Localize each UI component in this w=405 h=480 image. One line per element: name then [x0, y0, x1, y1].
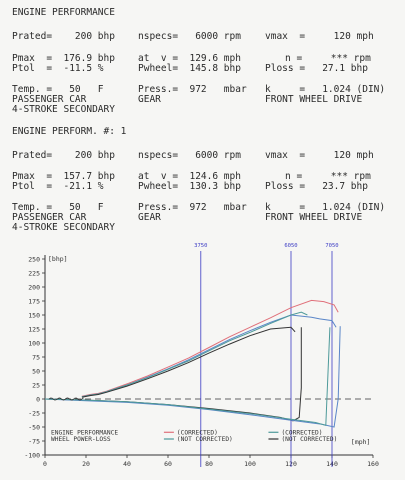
- report2-drive: FRONT WHEEL DRIVE: [265, 212, 363, 223]
- report2-ptol: Ptol = -21.1 %: [12, 181, 104, 192]
- rpm-marker-label: 7050: [325, 243, 338, 249]
- y-tick-label: -100: [24, 452, 40, 460]
- startup-ripple: [48, 397, 84, 401]
- report1-k: k = 1.024 (DIN): [265, 84, 386, 95]
- report2-car: PASSENGER CAR: [12, 212, 87, 223]
- x-tick-label: 80: [205, 460, 213, 468]
- report2-vmax: vmax = 120 mph: [265, 150, 374, 161]
- x-tick-label: 20: [82, 460, 90, 468]
- legend-label-corrected-2: (CORRECTED): [281, 429, 322, 436]
- report1-vmax: vmax = 120 mph: [265, 31, 374, 42]
- report1-drive: FRONT WHEEL DRIVE: [265, 94, 363, 105]
- report2-ploss: Ploss = 23.7 bhp: [265, 181, 368, 192]
- x-axis-label: [mph]: [351, 438, 371, 446]
- legend-label-not-corrected-2: (NOT CORRECTED): [281, 436, 337, 443]
- y-tick-label: 225: [28, 270, 40, 278]
- loss-curve-blue: [44, 326, 341, 428]
- y-tick-label: 250: [28, 256, 40, 264]
- power-curve-blue: [81, 314, 337, 398]
- legend-label-not-corrected: (NOT CORRECTED): [177, 436, 233, 443]
- report1-n: n = *** rpm: [285, 53, 371, 64]
- legend-label-corrected: (CORRECTED): [177, 429, 218, 436]
- report2-at-v: at v = 124.6 mph: [138, 171, 241, 182]
- report2-title: ENGINE PERFORM. #: 1: [12, 126, 127, 137]
- report2-gear: GEAR: [138, 212, 161, 223]
- report1-car: PASSENGER CAR: [12, 94, 87, 105]
- x-tick-label: 0: [43, 460, 47, 468]
- y-tick-label: 125: [28, 326, 40, 334]
- report2-stroke: 4-STROKE SECONDARY: [12, 222, 115, 233]
- y-tick-label: 175: [28, 298, 40, 306]
- report2-pwheel: Pwheel= 130.3 bhp: [138, 181, 241, 192]
- rpm-marker-label: 3750: [194, 243, 207, 249]
- report1-at-v: at v = 129.6 mph: [138, 53, 241, 64]
- report2-temp: Temp. = 50 F: [12, 202, 104, 213]
- y-tick-label: 200: [28, 284, 40, 292]
- report1-pwheel: Pwheel= 145.8 bhp: [138, 63, 241, 74]
- loss-curve-teal: [44, 327, 331, 426]
- power-curve-red: [81, 299, 339, 397]
- report1-temp: Temp. = 50 F: [12, 84, 104, 95]
- power-curve-teal: [81, 311, 308, 398]
- y-tick-label: 75: [32, 354, 40, 362]
- y-tick-label: -25: [28, 410, 40, 418]
- rpm-marker-label: 6050: [284, 243, 297, 249]
- legend-wheel-power-loss: WHEEL POWER-LOSS: [51, 436, 111, 443]
- y-tick-label: 100: [28, 340, 40, 348]
- y-tick-label: -75: [28, 438, 40, 446]
- power-curve-black: [81, 326, 296, 398]
- x-tick-label: 40: [123, 460, 131, 468]
- report1-press: Press.= 972 mbar: [138, 84, 247, 95]
- report1-ptol: Ptol = -11.5 %: [12, 63, 104, 74]
- report1-rated: Prated= 200 bhp: [12, 31, 115, 42]
- x-tick-label: 60: [164, 460, 172, 468]
- report2-rated: Prated= 200 bhp: [12, 150, 115, 161]
- report1-stroke: 4-STROKE SECONDARY: [12, 104, 115, 115]
- y-tick-label: 150: [28, 312, 40, 320]
- report2-pmax: Pmax = 157.7 bhp: [12, 171, 115, 182]
- report2-k: k = 1.024 (DIN): [265, 202, 386, 213]
- x-tick-label: 160: [367, 460, 379, 468]
- report2-nspecs: nspecs= 6000 rpm: [138, 150, 241, 161]
- report2-press: Press.= 972 mbar: [138, 202, 247, 213]
- report1-ploss: Ploss = 27.1 bhp: [265, 63, 368, 74]
- report2-n: n = *** rpm: [285, 171, 371, 182]
- report1-nspecs: nspecs= 6000 rpm: [138, 31, 241, 42]
- legend-engine-performance: ENGINE PERFORMANCE: [51, 429, 118, 436]
- loss-curve-black: [44, 327, 302, 422]
- report1-gear: GEAR: [138, 94, 161, 105]
- x-tick-label: 100: [244, 460, 256, 468]
- y-axis-label: [bhp]: [48, 255, 68, 263]
- y-tick-label: 0: [36, 396, 40, 404]
- y-tick-label: 25: [32, 382, 40, 390]
- report1-title: ENGINE PERFORMANCE: [12, 7, 115, 18]
- y-tick-label: -50: [28, 424, 40, 432]
- y-tick-label: 50: [32, 368, 40, 376]
- report1-pmax: Pmax = 176.9 bhp: [12, 53, 115, 64]
